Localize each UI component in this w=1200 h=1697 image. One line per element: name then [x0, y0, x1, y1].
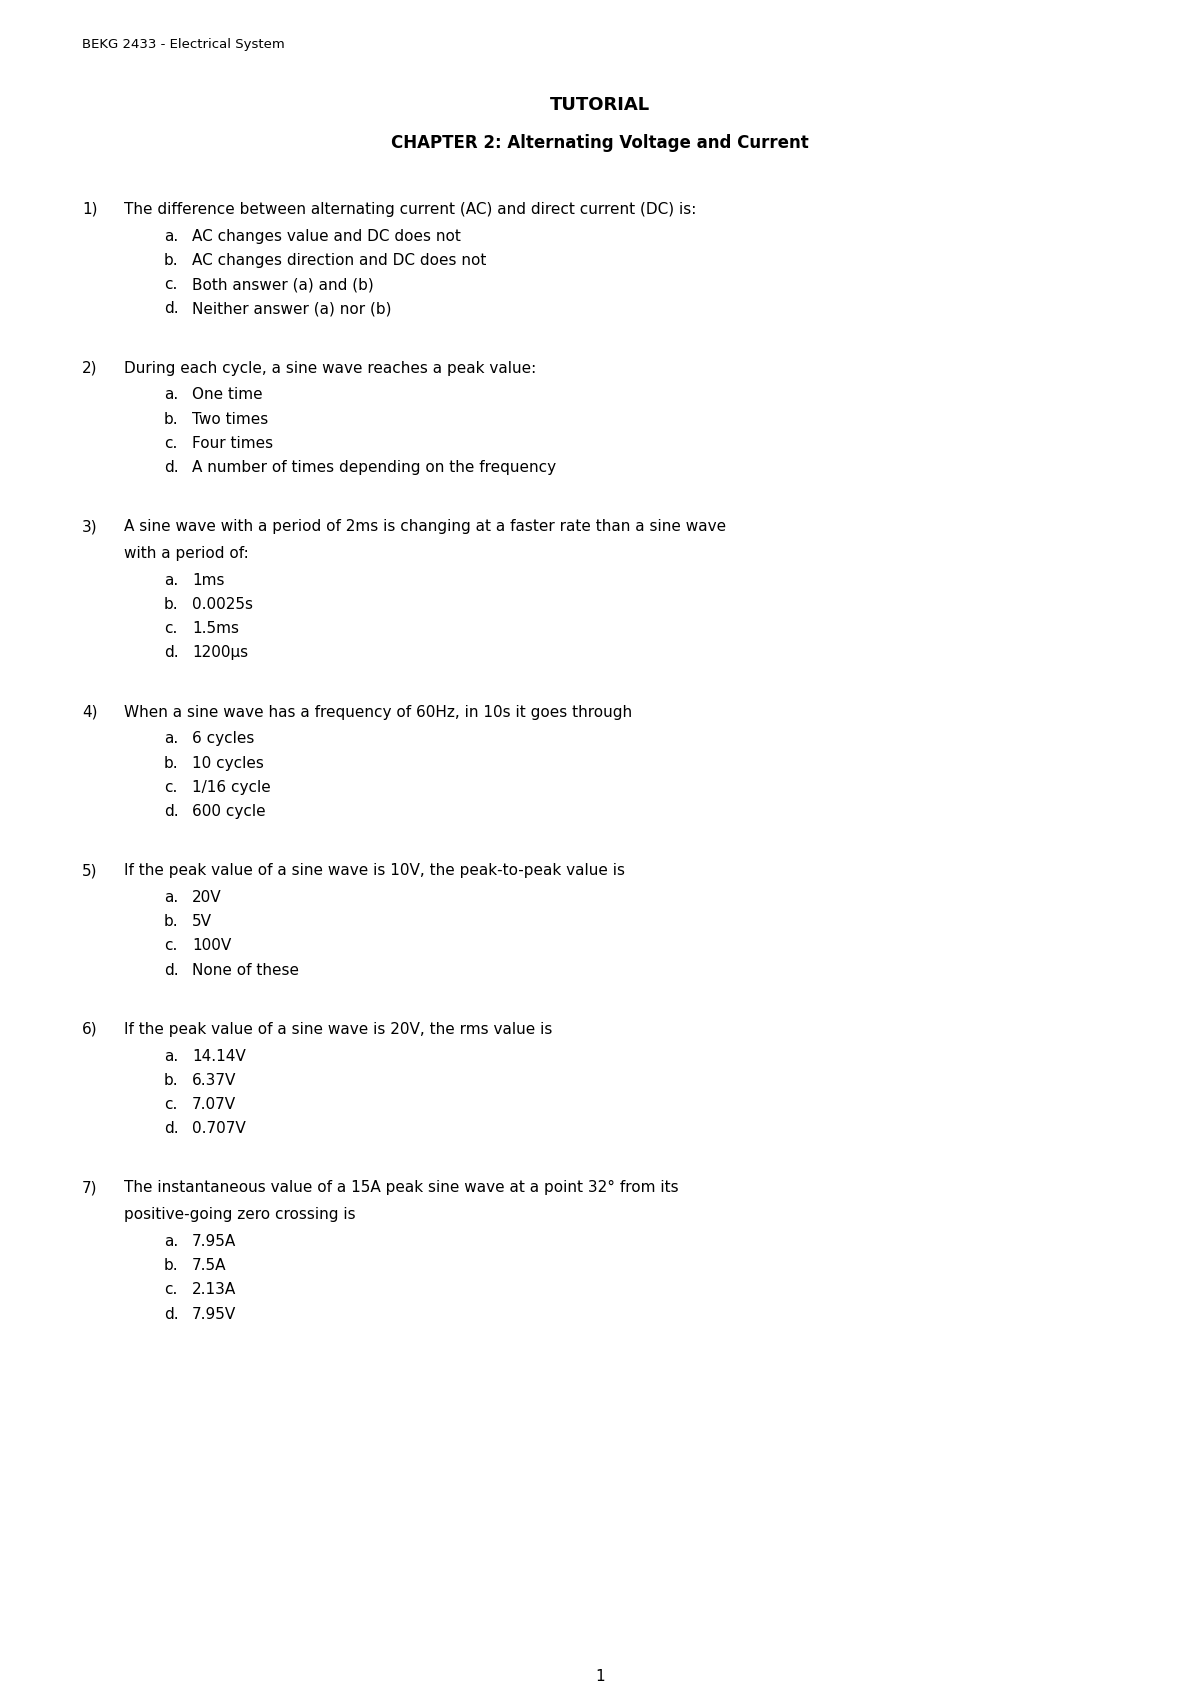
Text: b.: b.: [164, 1073, 179, 1088]
Text: A number of times depending on the frequency: A number of times depending on the frequ…: [192, 460, 556, 475]
Text: Two times: Two times: [192, 412, 269, 426]
Text: The instantaneous value of a 15A peak sine wave at a point 32° from its: The instantaneous value of a 15A peak si…: [124, 1181, 679, 1195]
Text: 6 cycles: 6 cycles: [192, 731, 254, 747]
Text: c.: c.: [164, 277, 178, 292]
Text: Both answer (a) and (b): Both answer (a) and (b): [192, 277, 373, 292]
Text: Four times: Four times: [192, 436, 274, 451]
Text: b.: b.: [164, 915, 179, 930]
Text: AC changes value and DC does not: AC changes value and DC does not: [192, 229, 461, 244]
Text: a.: a.: [164, 574, 179, 587]
Text: a.: a.: [164, 1049, 179, 1064]
Text: 5): 5): [82, 864, 97, 879]
Text: Neither answer (a) nor (b): Neither answer (a) nor (b): [192, 302, 391, 316]
Text: 2): 2): [82, 360, 97, 375]
Text: a.: a.: [164, 1234, 179, 1249]
Text: 1: 1: [595, 1670, 605, 1683]
Text: 0.707V: 0.707V: [192, 1122, 246, 1137]
Text: c.: c.: [164, 436, 178, 451]
Text: TUTORIAL: TUTORIAL: [550, 97, 650, 114]
Text: c.: c.: [164, 781, 178, 794]
Text: 7.07V: 7.07V: [192, 1096, 236, 1112]
Text: CHAPTER 2: Alternating Voltage and Current: CHAPTER 2: Alternating Voltage and Curre…: [391, 134, 809, 153]
Text: c.: c.: [164, 1096, 178, 1112]
Text: 7.95A: 7.95A: [192, 1234, 236, 1249]
Text: c.: c.: [164, 938, 178, 954]
Text: If the peak value of a sine wave is 10V, the peak-to-peak value is: If the peak value of a sine wave is 10V,…: [124, 864, 625, 879]
Text: None of these: None of these: [192, 962, 299, 977]
Text: 4): 4): [82, 704, 97, 720]
Text: 1/16 cycle: 1/16 cycle: [192, 781, 271, 794]
Text: b.: b.: [164, 253, 179, 268]
Text: a.: a.: [164, 889, 179, 905]
Text: d.: d.: [164, 645, 179, 660]
Text: c.: c.: [164, 1283, 178, 1298]
Text: 1ms: 1ms: [192, 574, 224, 587]
Text: The difference between alternating current (AC) and direct current (DC) is:: The difference between alternating curre…: [124, 202, 696, 217]
Text: During each cycle, a sine wave reaches a peak value:: During each cycle, a sine wave reaches a…: [124, 360, 536, 375]
Text: d.: d.: [164, 1122, 179, 1137]
Text: b.: b.: [164, 1257, 179, 1273]
Text: 2.13A: 2.13A: [192, 1283, 236, 1298]
Text: d.: d.: [164, 804, 179, 820]
Text: 20V: 20V: [192, 889, 222, 905]
Text: When a sine wave has a frequency of 60Hz, in 10s it goes through: When a sine wave has a frequency of 60Hz…: [124, 704, 632, 720]
Text: d.: d.: [164, 1307, 179, 1322]
Text: BEKG 2433 - Electrical System: BEKG 2433 - Electrical System: [82, 37, 284, 51]
Text: 600 cycle: 600 cycle: [192, 804, 265, 820]
Text: 14.14V: 14.14V: [192, 1049, 246, 1064]
Text: b.: b.: [164, 412, 179, 426]
Text: 7): 7): [82, 1181, 97, 1195]
Text: 3): 3): [82, 519, 97, 535]
Text: a.: a.: [164, 731, 179, 747]
Text: 5V: 5V: [192, 915, 212, 930]
Text: 1.5ms: 1.5ms: [192, 621, 239, 636]
Text: c.: c.: [164, 621, 178, 636]
Text: 7.5A: 7.5A: [192, 1257, 227, 1273]
Text: a.: a.: [164, 229, 179, 244]
Text: A sine wave with a period of 2ms is changing at a faster rate than a sine wave: A sine wave with a period of 2ms is chan…: [124, 519, 726, 535]
Text: 7.95V: 7.95V: [192, 1307, 236, 1322]
Text: with a period of:: with a period of:: [124, 546, 248, 562]
Text: If the peak value of a sine wave is 20V, the rms value is: If the peak value of a sine wave is 20V,…: [124, 1022, 552, 1037]
Text: d.: d.: [164, 302, 179, 316]
Text: 1200μs: 1200μs: [192, 645, 248, 660]
Text: positive-going zero crossing is: positive-going zero crossing is: [124, 1207, 355, 1222]
Text: 1): 1): [82, 202, 97, 217]
Text: a.: a.: [164, 387, 179, 402]
Text: One time: One time: [192, 387, 263, 402]
Text: 6): 6): [82, 1022, 97, 1037]
Text: AC changes direction and DC does not: AC changes direction and DC does not: [192, 253, 486, 268]
Text: b.: b.: [164, 597, 179, 613]
Text: d.: d.: [164, 460, 179, 475]
Text: 100V: 100V: [192, 938, 232, 954]
Text: d.: d.: [164, 962, 179, 977]
Text: b.: b.: [164, 755, 179, 770]
Text: 10 cycles: 10 cycles: [192, 755, 264, 770]
Text: 0.0025s: 0.0025s: [192, 597, 253, 613]
Text: 6.37V: 6.37V: [192, 1073, 236, 1088]
